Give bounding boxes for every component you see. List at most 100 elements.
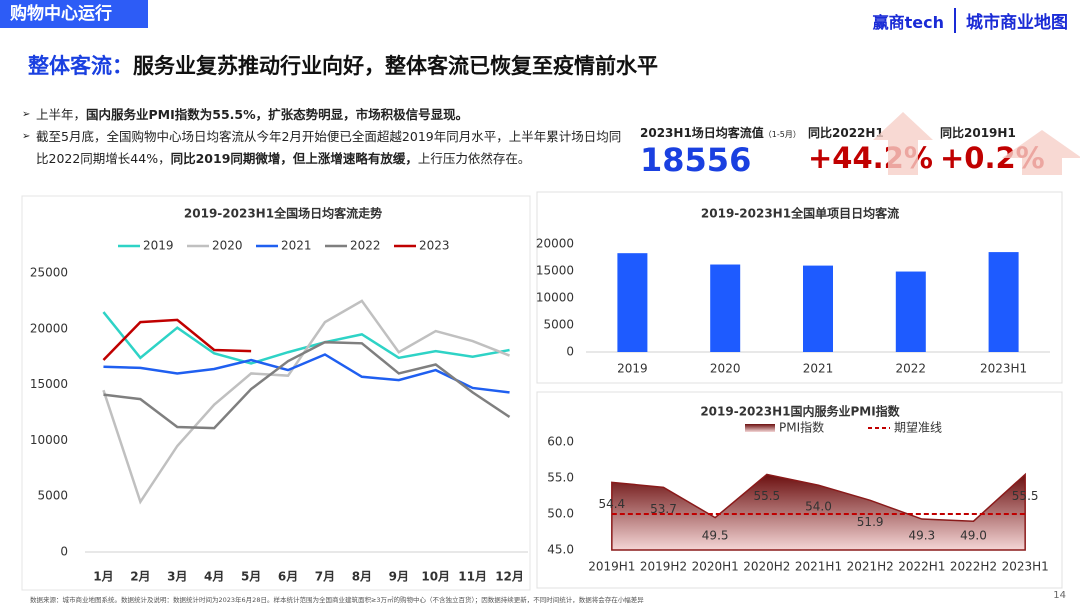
bullet: 上半年，国内服务业PMI指数为55.5%，扩张态势明显，市场积极信号显现。 xyxy=(22,104,622,126)
logo: 赢商tech xyxy=(872,12,944,32)
page-number: 14 xyxy=(1053,590,1066,601)
data-label: 55.5 xyxy=(1012,489,1039,503)
y-tick-label: 0 xyxy=(566,345,574,359)
x-tick-label: 2021H1 xyxy=(795,560,842,574)
headline-text: 服务业复苏推动行业向好，整体客流已恢复至疫情前水平 xyxy=(133,54,658,78)
x-tick-label: 3月 xyxy=(167,570,187,584)
x-tick-label: 9月 xyxy=(389,570,409,584)
x-tick-label: 2022 xyxy=(896,362,927,376)
kpi-label: 2023H1场日均客流值（1-5月） xyxy=(640,124,801,141)
x-tick-label: 2月 xyxy=(130,570,150,584)
area-series xyxy=(611,472,1026,551)
legend-label: 2022 xyxy=(350,239,381,253)
kpi-label: 同比2019H1 xyxy=(940,124,1045,141)
headline: 整体客流：服务业复苏推动行业向好，整体客流已恢复至疫情前水平 xyxy=(28,50,658,80)
kpi-note: （1-5月） xyxy=(763,130,801,139)
chart-title: 2019-2023H1全国场日均客流走势 xyxy=(184,206,382,221)
x-tick-label: 10月 xyxy=(421,570,450,584)
x-tick-label: 2021 xyxy=(803,362,834,376)
x-tick-label: 11月 xyxy=(458,570,487,584)
y-tick-label: 15000 xyxy=(30,377,68,391)
x-tick-label: 2020H2 xyxy=(743,560,790,574)
y-tick-label: 0 xyxy=(60,545,68,559)
bullet-text: 截至5月底，全国购物中心场日均客流从今年2月开始便已全面超越2019年同月水平，… xyxy=(36,129,622,166)
x-tick-label: 2020H1 xyxy=(692,560,739,574)
line-series xyxy=(102,318,252,361)
legend-label: 2019 xyxy=(143,239,174,253)
y-tick-label: 45.0 xyxy=(547,543,574,557)
y-tick-label: 5000 xyxy=(37,489,68,503)
kpi-label-text: 同比2022H1 xyxy=(808,126,884,140)
kpi-value: 18556 xyxy=(640,141,752,179)
y-tick-label: 10000 xyxy=(536,291,574,305)
x-tick-label: 5月 xyxy=(241,570,261,584)
arrow-decoration xyxy=(1002,130,1080,175)
logos: 赢商tech 城市商业地图 xyxy=(873,8,1068,33)
x-tick-label: 4月 xyxy=(204,570,224,584)
x-tick-label: 2023H1 xyxy=(1002,560,1049,574)
arrow-decoration xyxy=(873,112,933,175)
bar xyxy=(710,264,741,352)
y-tick-label: 20000 xyxy=(30,321,68,335)
data-label: 53.7 xyxy=(650,502,677,516)
data-label: 54.0 xyxy=(805,500,832,514)
legend-label: 2020 xyxy=(212,239,243,253)
data-label: 54.4 xyxy=(598,497,625,511)
data-label: 55.5 xyxy=(753,489,780,503)
x-tick-label: 2022H1 xyxy=(898,560,945,574)
legend-label: 期望准线 xyxy=(894,421,942,435)
bar xyxy=(988,252,1019,352)
bar xyxy=(803,265,833,352)
panel xyxy=(536,391,1063,589)
bar xyxy=(617,253,648,352)
headline-key: 整体客流： xyxy=(28,54,133,78)
panel xyxy=(536,191,1063,384)
data-label: 49.0 xyxy=(960,529,987,543)
kpi: 2023H1场日均客流值（1-5月） 18556 xyxy=(640,124,801,179)
x-tick-label: 12月 xyxy=(495,570,524,584)
y-tick-label: 55.0 xyxy=(547,471,574,485)
y-tick-label: 50.0 xyxy=(547,507,574,521)
y-tick-label: 25000 xyxy=(30,266,68,280)
kpi-label: 同比2022H1 xyxy=(808,124,933,141)
legend-label: 2021 xyxy=(281,239,312,253)
y-tick-label: 20000 xyxy=(536,237,574,251)
bullet-text: 上行压力依然存在。 xyxy=(417,151,531,166)
x-tick-label: 2019 xyxy=(617,362,648,376)
kpi-label-text: 同比2019H1 xyxy=(940,126,1016,140)
x-tick-label: 7月 xyxy=(315,570,335,584)
kpi-label-text: 2023H1场日均客流值 xyxy=(640,126,764,140)
x-tick-label: 1月 xyxy=(93,570,113,584)
legend-label: 2023 xyxy=(419,239,450,253)
y-tick-label: 60.0 xyxy=(547,435,574,449)
bullets: 上半年，国内服务业PMI指数为55.5%，扩张态势明显，市场积极信号显现。截至5… xyxy=(22,104,622,170)
line-series xyxy=(102,299,510,505)
x-tick-label: 2021H2 xyxy=(847,560,894,574)
x-tick-label: 2022H2 xyxy=(950,560,997,574)
data-label: 49.3 xyxy=(908,529,935,543)
y-tick-label: 10000 xyxy=(30,433,68,447)
data-label: 49.5 xyxy=(702,529,729,543)
x-tick-label: 6月 xyxy=(278,570,298,584)
legend-label: PMI指数 xyxy=(779,420,824,435)
x-tick-label: 2019H1 xyxy=(588,560,635,574)
y-tick-label: 15000 xyxy=(536,264,574,278)
logo: 城市商业地图 xyxy=(954,8,1068,33)
section-tag: 购物中心运行 xyxy=(0,0,148,28)
chart-title: 2019-2023H1国内服务业PMI指数 xyxy=(700,404,900,419)
bullet: 截至5月底，全国购物中心场日均客流从今年2月开始便已全面超越2019年同月水平，… xyxy=(22,126,622,170)
bullet-text: 同比2019同期微增，但上涨增速略有放缓， xyxy=(170,151,418,166)
panel xyxy=(21,195,531,591)
data-label: 51.9 xyxy=(857,515,884,529)
x-tick-label: 8月 xyxy=(352,570,372,584)
chart-title: 2019-2023H1全国单项目日均客流 xyxy=(701,206,899,221)
line-series xyxy=(103,353,510,394)
y-tick-label: 5000 xyxy=(543,318,574,332)
line-series xyxy=(103,340,511,430)
bullet-text: 上半年， xyxy=(36,107,87,122)
bar xyxy=(895,271,926,352)
x-tick-label: 2023H1 xyxy=(980,362,1027,376)
legend-swatch xyxy=(745,424,775,432)
